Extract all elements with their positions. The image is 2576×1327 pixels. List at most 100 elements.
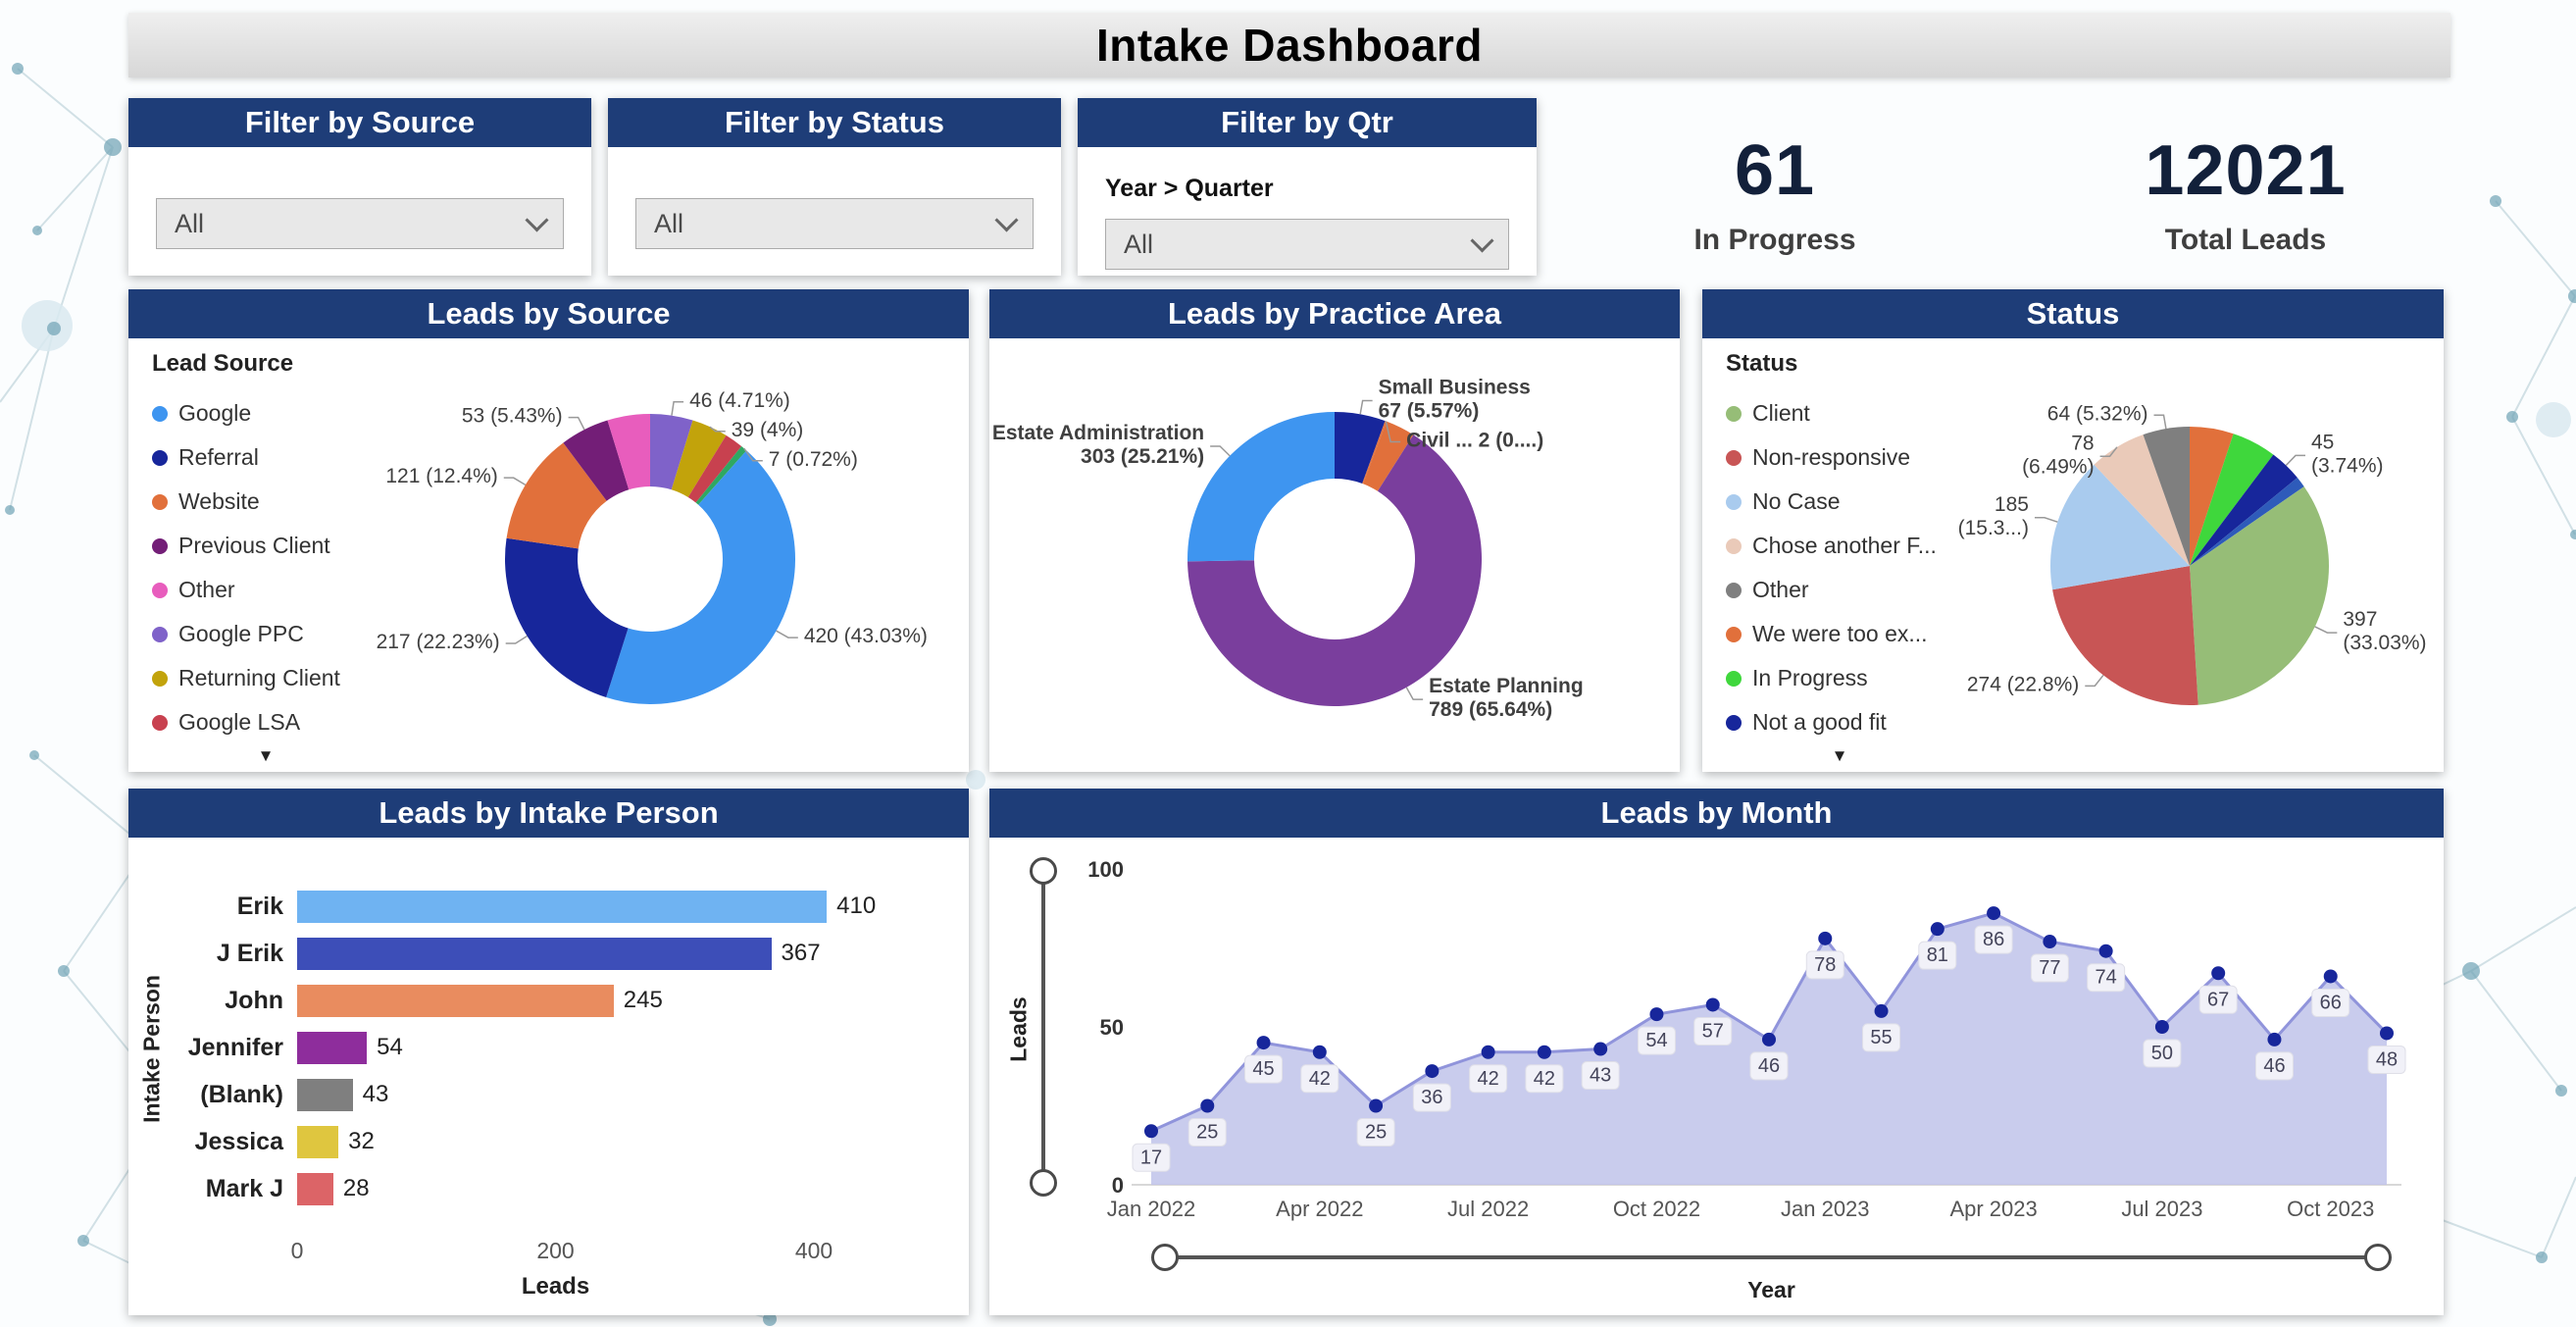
callout-line [505,635,528,644]
pie-slice-not-a-good-fit[interactable] [2190,454,2298,566]
filter-title: Filter by Status [725,105,944,139]
data-point[interactable] [2211,966,2226,981]
slider-handle-top[interactable] [1030,857,1057,885]
legend-item-no-case[interactable]: No Case [1726,480,1953,524]
source-filter-dropdown[interactable]: All [156,198,564,249]
data-point[interactable] [1425,1064,1440,1079]
pie-slice-google-lsa[interactable] [687,434,742,503]
callout-line [568,416,585,431]
data-point[interactable] [1144,1124,1158,1139]
legend-item-google[interactable]: Google [152,391,379,435]
pie-slice-chose-another-f[interactable] [2094,434,2190,566]
data-label-pill [2367,1045,2406,1074]
status-filter-dropdown[interactable]: All [635,198,1034,249]
legend-label: Not a good fit [1752,709,1887,735]
legend-item-website[interactable]: Website [152,480,379,524]
data-point[interactable] [1537,1045,1551,1059]
legend-overflow-chevron-icon[interactable]: ▼ [257,746,275,765]
qtr-filter-dropdown[interactable]: All [1105,219,1509,270]
pie-slice-website[interactable] [506,442,607,549]
pie-slice-3[interactable] [695,445,747,505]
y-axis-title: Leads [1005,996,1032,1062]
data-point[interactable] [2267,1032,2282,1046]
data-point[interactable] [2154,1020,2169,1034]
data-point[interactable] [2043,935,2057,949]
legend-overflow-chevron-icon[interactable]: ▼ [1831,746,1848,765]
data-point[interactable] [1818,931,1833,945]
pie-slice-2[interactable] [1362,421,1414,491]
legend-color-dot [1726,626,1742,642]
pie-slice-previous-client[interactable] [563,420,630,501]
data-point[interactable] [1930,922,1945,937]
data-point[interactable] [2323,969,2338,984]
data-point[interactable] [1705,997,1720,1012]
data-point[interactable] [1593,1042,1608,1056]
legend-item-not-a-good-fit[interactable]: Not a good fit [1726,700,1953,744]
data-point[interactable] [1987,906,2001,921]
pie-slice-estate-planning[interactable] [1187,434,1482,707]
data-point[interactable] [1874,1003,1889,1018]
area-fill [1151,913,2387,1185]
bar-j-erik[interactable] [297,937,772,970]
legend-item-google-lsa[interactable]: Google LSA [152,700,379,744]
callout-line [671,401,684,416]
legend-label: We were too ex... [1752,621,1928,646]
legend-item-google-ppc[interactable]: Google PPC [152,612,379,656]
data-point[interactable] [1312,1045,1327,1059]
pie-slice-we-were-too-ex[interactable] [2190,427,2234,566]
legend-item-returning-client[interactable]: Returning Client [152,656,379,700]
data-label: 67 [2207,989,2229,1010]
data-point[interactable] [2098,944,2113,958]
pie-slice-3[interactable] [2190,478,2304,566]
slider-handle-bottom[interactable] [1030,1169,1057,1197]
data-point[interactable] [1481,1045,1495,1059]
legend-item-chose-another-f[interactable]: Chose another F... [1726,524,1953,568]
pie-slice-google-ppc[interactable] [650,414,693,490]
bar-mark-j[interactable] [297,1172,333,1205]
legend-item-non-responsive[interactable]: Non-responsive [1726,435,1953,480]
bar-blank[interactable] [297,1078,353,1111]
data-point[interactable] [2380,1026,2394,1041]
pie-slice-non-responsive[interactable] [2052,566,2198,705]
slider-handle-right[interactable] [2364,1244,2392,1271]
data-label-pill [1469,1064,1508,1094]
data-point[interactable] [1256,1036,1271,1050]
data-point[interactable] [1200,1098,1215,1113]
kpi-total-leads: 12021 Total Leads [2049,135,2442,257]
bar-jennifer[interactable] [297,1031,368,1064]
legend-item-client[interactable]: Client [1726,391,1953,435]
legend-item-other[interactable]: Other [152,568,379,612]
status-header: Status [1702,289,2444,338]
bar-erik[interactable] [297,890,828,923]
pie-slice-referral[interactable] [505,537,629,698]
callout-line [1359,399,1373,415]
pie-slice-client[interactable] [2190,486,2329,705]
page-title: Intake Dashboard [1096,20,1483,71]
data-point[interactable] [1762,1032,1776,1046]
pie-slice-small-business[interactable] [1335,412,1386,484]
callout-line [1385,421,1401,443]
data-point[interactable] [1649,1007,1664,1022]
data-point[interactable] [1369,1098,1384,1113]
bar-jessica[interactable] [297,1125,339,1158]
slider-track[interactable] [1041,869,1045,1185]
legend-item-referral[interactable]: Referral [152,435,379,480]
pie-slice-estate-administration[interactable] [1187,412,1335,562]
legend-item-we-were-too-ex[interactable]: We were too ex... [1726,612,1953,656]
pie-slice-returning-client[interactable] [671,420,727,497]
data-label: 48 [2376,1048,2398,1070]
legend-item-in-progress[interactable]: In Progress [1726,656,1953,700]
slider-track[interactable] [1163,1255,2380,1259]
legend-item-other[interactable]: Other [1726,568,1953,612]
pie-slice-in-progress[interactable] [2190,434,2274,566]
pie-slice-no-case[interactable] [2050,464,2190,590]
pie-slice-other[interactable] [2143,427,2190,566]
pie-slice-civil[interactable] [1362,421,1388,485]
legend-item-previous-client[interactable]: Previous Client [152,524,379,568]
pie-slice-google[interactable] [606,450,795,704]
chart-title: Leads by Source [427,296,671,331]
slider-handle-left[interactable] [1151,1244,1179,1271]
legend-label: Non-responsive [1752,444,1911,470]
pie-slice-other[interactable] [607,414,650,490]
bar-john[interactable] [297,984,614,1017]
